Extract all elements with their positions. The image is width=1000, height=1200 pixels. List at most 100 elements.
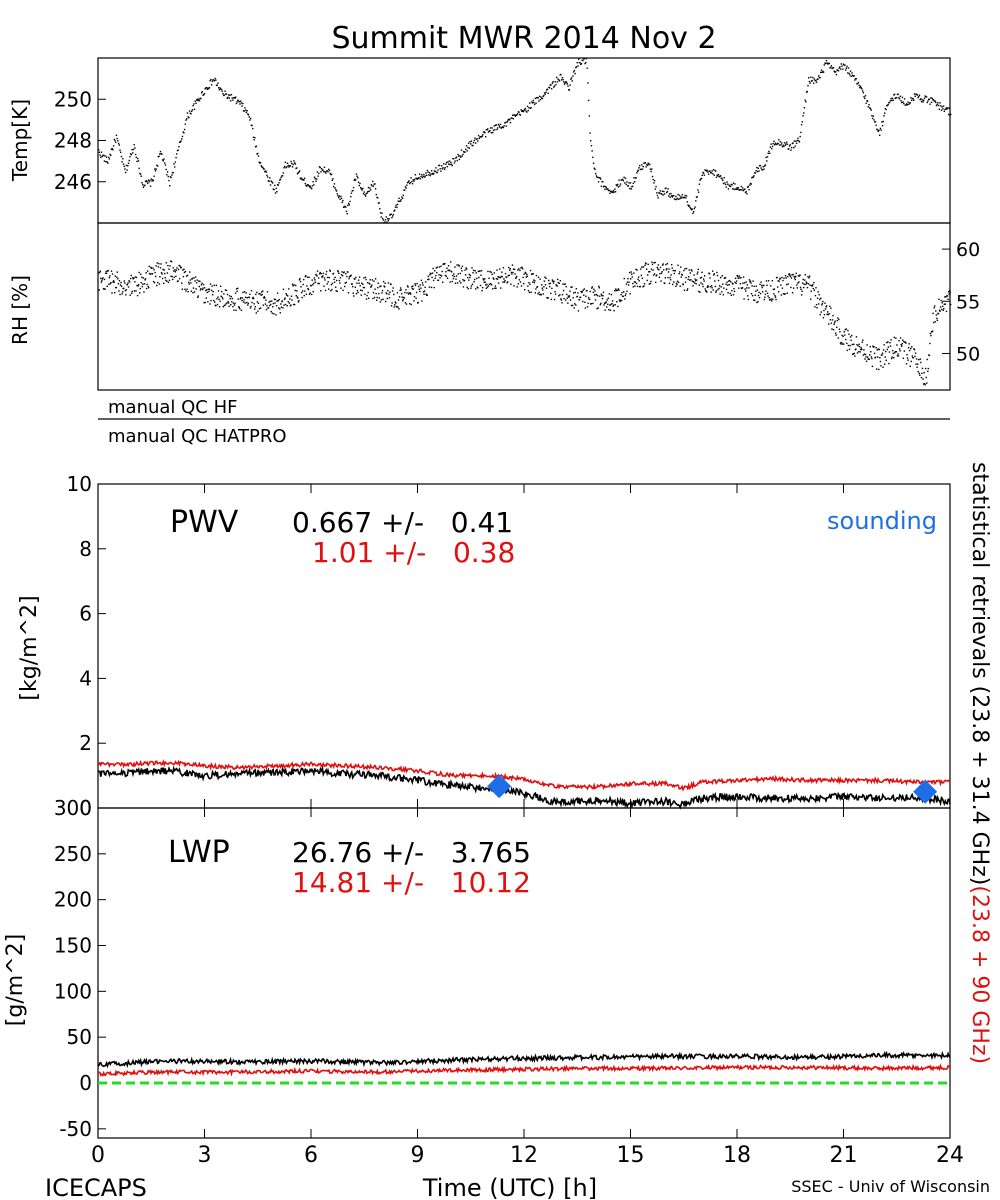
rh-point: [841, 343, 844, 345]
rh-point: [132, 278, 135, 280]
temp-point: [678, 194, 681, 197]
temp-point: [440, 165, 443, 167]
rh-point: [815, 303, 818, 306]
rh-point: [174, 271, 177, 273]
rh-point: [230, 304, 232, 306]
footer-center: Time (UTC) [h]: [422, 1174, 597, 1200]
lwp-ytick-label: 250: [54, 842, 92, 866]
rh-point: [385, 292, 387, 294]
rh-point: [334, 276, 336, 279]
rh-point: [224, 289, 227, 291]
rh-point: [941, 302, 943, 304]
temp-point: [837, 69, 839, 71]
temp-point: [744, 188, 746, 190]
temp-point: [405, 187, 407, 189]
temp-point: [799, 135, 801, 138]
rh-point: [210, 299, 212, 302]
rh-point: [262, 290, 264, 292]
temp-point: [682, 196, 684, 199]
temp-point: [481, 135, 483, 137]
rh-point: [758, 296, 761, 299]
rh-point: [850, 339, 852, 342]
rh-point: [833, 323, 835, 326]
rh-point: [626, 281, 629, 283]
rh-point: [192, 291, 194, 294]
temp-point: [342, 199, 344, 202]
rh-point: [678, 271, 681, 273]
temp-point: [639, 164, 641, 167]
temp-point: [477, 140, 479, 142]
lwp-series: [97, 1050, 951, 1085]
rh-point: [619, 300, 621, 303]
rh-point: [367, 297, 370, 299]
temp-point: [495, 124, 497, 126]
temp-point: [876, 129, 879, 131]
temp-point: [871, 114, 873, 117]
rh-point: [173, 270, 175, 272]
rh-point: [863, 349, 865, 351]
rh-point: [908, 343, 910, 345]
temp-point: [870, 109, 872, 111]
temp-point: [598, 177, 600, 179]
temp-point: [915, 93, 918, 96]
rh-point: [121, 291, 124, 293]
rh-point: [167, 264, 169, 267]
rh-point: [828, 323, 830, 325]
temp-point: [140, 175, 142, 177]
temp-point: [823, 64, 826, 66]
rh-point: [666, 268, 668, 270]
temp-point: [622, 180, 625, 182]
rh-point: [749, 280, 752, 282]
rh-point: [225, 289, 228, 292]
rh-point: [778, 280, 780, 282]
temp-point: [664, 187, 666, 190]
temp-point: [756, 170, 759, 173]
rh-point: [717, 279, 720, 282]
temp-point: [141, 182, 143, 184]
rh-point: [383, 286, 386, 288]
rh-point: [635, 268, 637, 271]
temp-point: [400, 199, 402, 201]
rh-point: [447, 265, 450, 267]
rh-point: [705, 290, 707, 292]
temp-point: [856, 83, 859, 85]
rh-point: [379, 285, 381, 288]
temp-point: [231, 97, 233, 99]
rh-point: [464, 269, 466, 271]
rh-point: [238, 306, 240, 309]
temp-point: [648, 163, 650, 166]
temp-point: [649, 168, 652, 170]
temp-point: [172, 172, 174, 174]
temp-point: [157, 156, 160, 158]
rh-point: [612, 305, 614, 307]
temp-point: [223, 94, 226, 96]
rh-point: [792, 287, 795, 289]
rh-point: [882, 366, 884, 368]
rh-point: [814, 306, 816, 308]
temp-point: [98, 151, 101, 154]
temp-point: [316, 171, 319, 173]
temp-point: [561, 76, 564, 79]
rh-point: [680, 266, 682, 268]
temp-point: [620, 179, 622, 181]
pwv-xticks: [97, 484, 951, 808]
rh-point: [656, 274, 658, 276]
temp-point: [375, 193, 378, 196]
temp-point: [913, 93, 916, 95]
temp-point: [455, 156, 458, 158]
temp-point: [697, 191, 700, 193]
temp-point: [292, 163, 294, 166]
temp-point: [529, 107, 532, 109]
temp-point: [903, 98, 906, 100]
temp-point: [876, 128, 878, 130]
rh-point: [520, 267, 522, 269]
temp-point: [692, 211, 695, 213]
temp-point: [138, 167, 140, 170]
temp-point: [945, 107, 948, 109]
temp-point: [685, 195, 688, 197]
rh-point: [712, 289, 714, 291]
rh-point: [167, 281, 170, 283]
temp-point: [679, 197, 681, 200]
temp-point: [226, 97, 228, 100]
rh-point: [189, 279, 191, 281]
